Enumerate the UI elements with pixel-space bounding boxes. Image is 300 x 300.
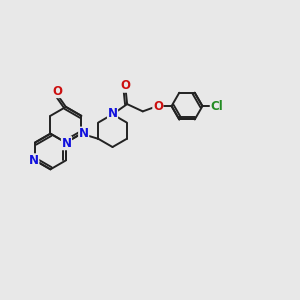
Text: O: O	[121, 79, 130, 92]
Text: O: O	[153, 100, 163, 112]
Text: O: O	[52, 85, 62, 98]
Text: N: N	[107, 106, 118, 120]
Text: N: N	[29, 154, 39, 167]
Text: N: N	[79, 127, 89, 140]
Text: N: N	[61, 137, 71, 150]
Text: Cl: Cl	[210, 100, 223, 112]
